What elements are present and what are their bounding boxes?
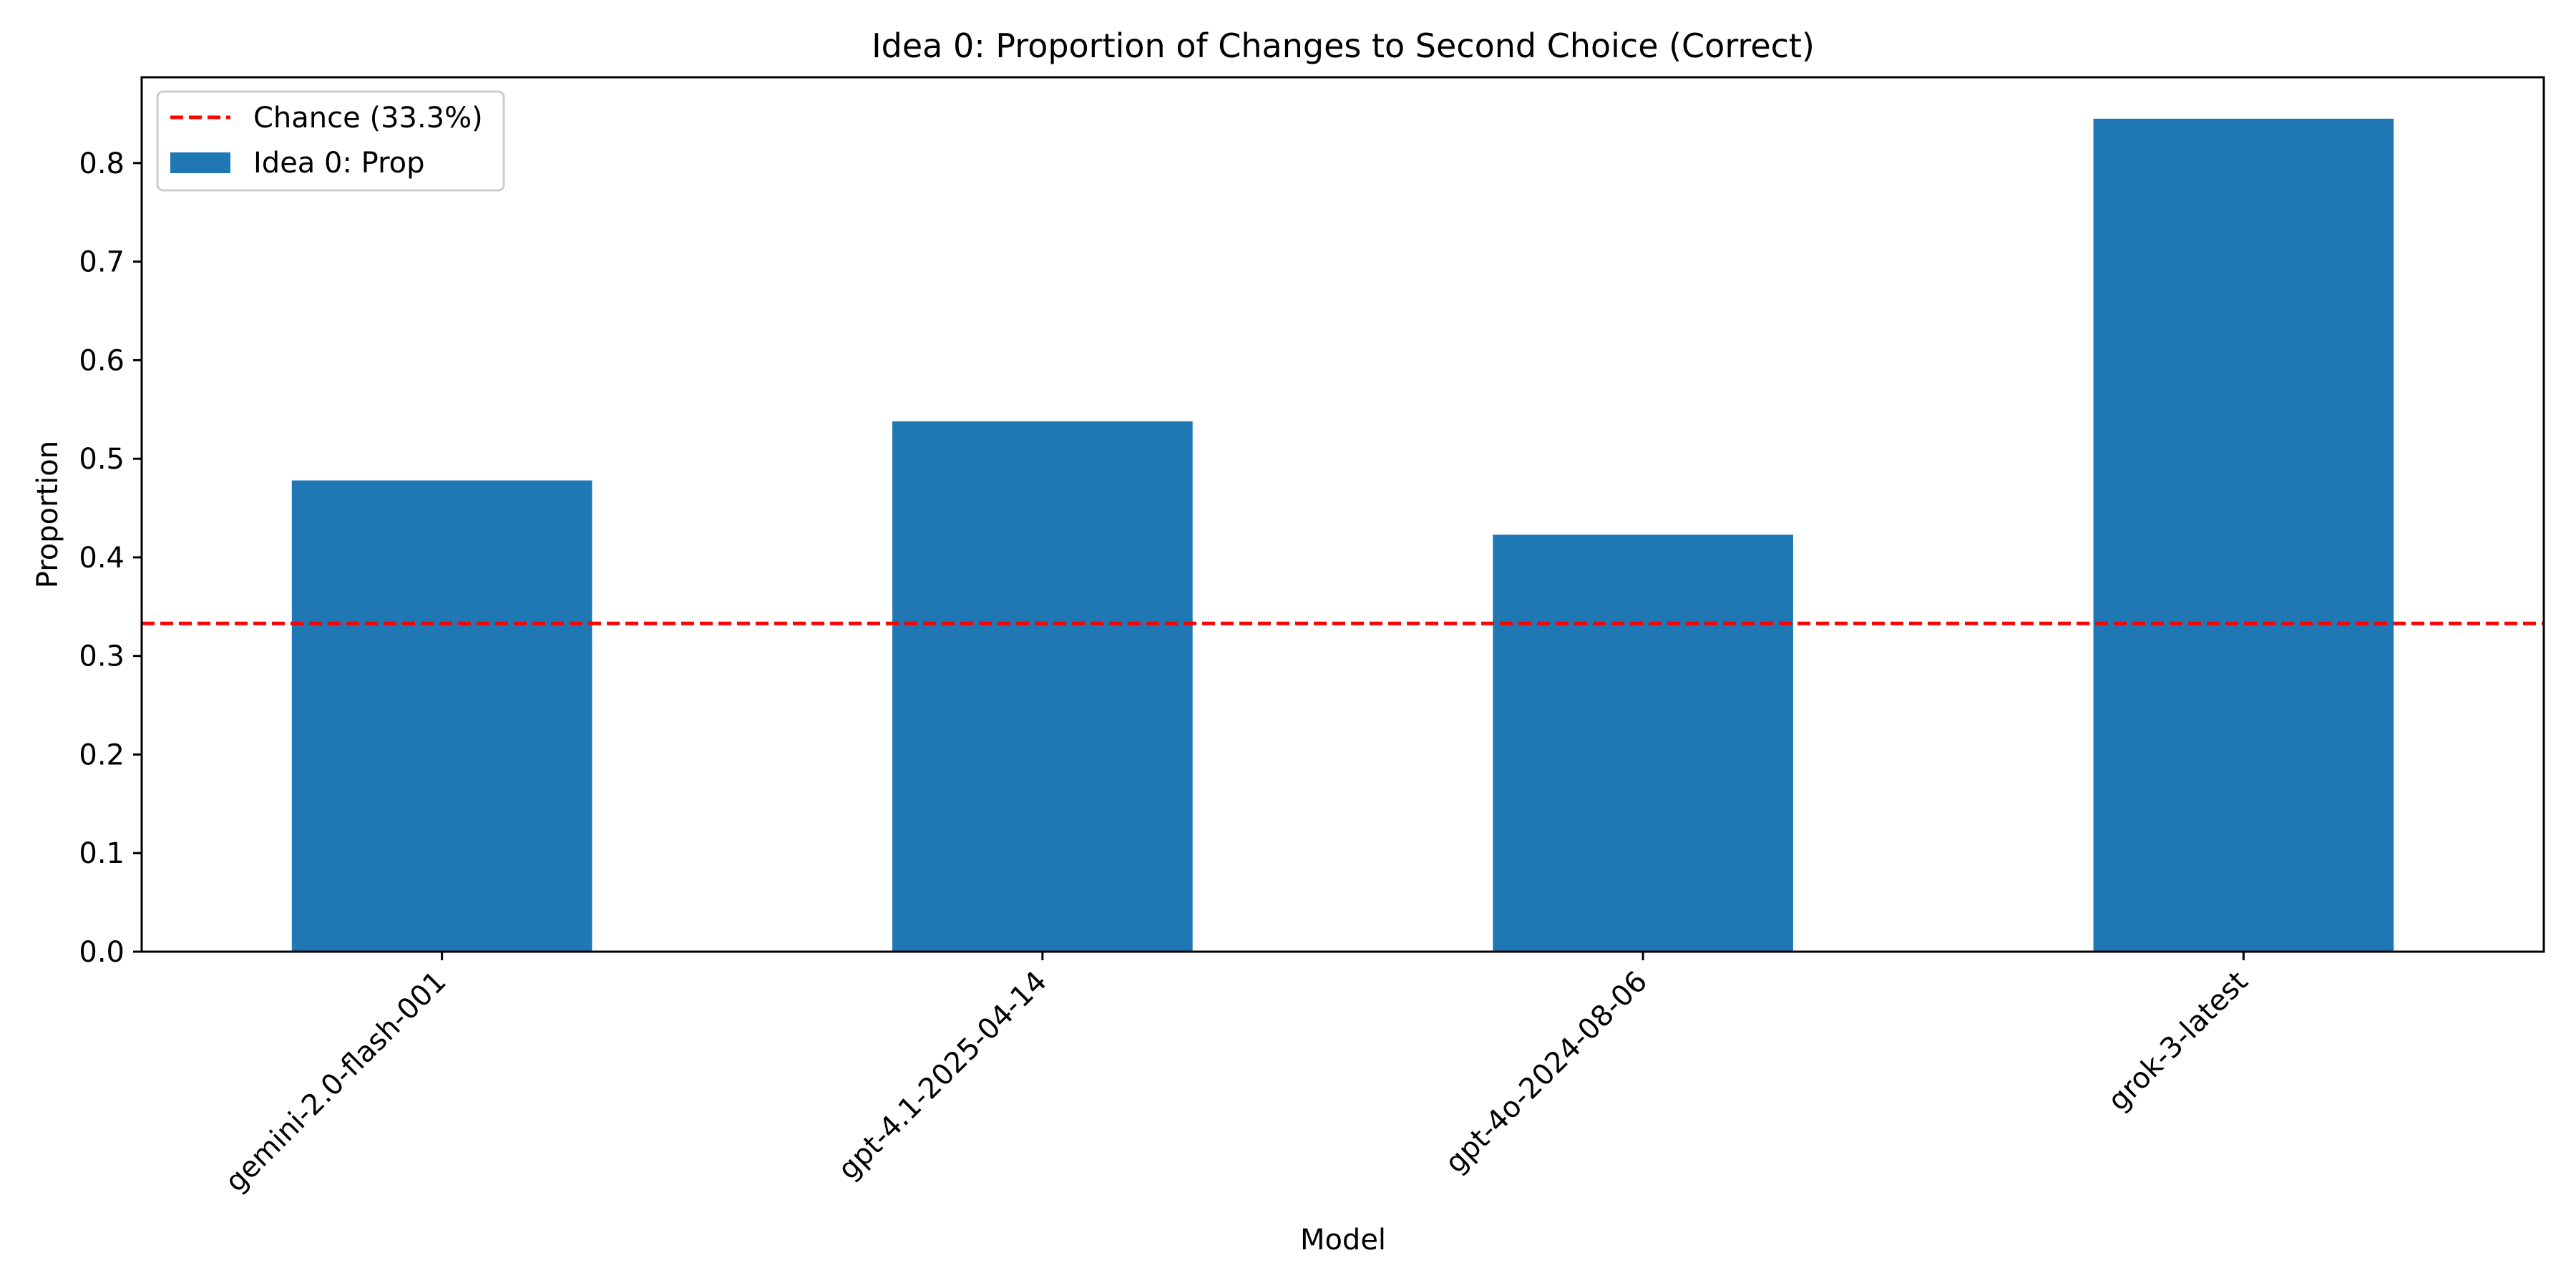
bar-gpt-4.1-2025-04-14 [892, 421, 1193, 952]
legend-frame [156, 90, 505, 192]
y-tick-label: 0.8 [79, 147, 125, 180]
bar-grok-3-latest [2093, 118, 2394, 952]
x-axis-label: Model [1300, 1224, 1386, 1257]
y-axis-label: Proportion [31, 441, 64, 588]
y-tick-label: 0.6 [79, 344, 125, 377]
bars [291, 118, 2394, 952]
legend-bar-swatch [170, 152, 230, 173]
legend: Chance (33.3%) Idea 0: Prop [156, 90, 505, 192]
y-tick-label: 0.5 [79, 443, 125, 476]
y-tick-label: 0.0 [79, 936, 125, 969]
y-tick-label: 0.1 [79, 837, 125, 870]
chart-title: Idea 0: Proportion of Changes to Second … [872, 26, 1815, 65]
axes-frame [140, 76, 2545, 953]
y-axis: 0.0 0.1 0.2 0.3 0.4 0.5 0.6 0.7 0.8 [79, 147, 142, 969]
y-tick-label: 0.2 [79, 738, 125, 771]
y-tick-label: 0.4 [79, 542, 125, 575]
plot-area [140, 76, 2545, 953]
y-tick-label: 0.7 [79, 246, 125, 279]
legend-bar-label: Idea 0: Prop [253, 147, 425, 180]
legend-chance-label: Chance (33.3%) [253, 102, 483, 135]
bar-gemini-2.0-flash-001 [291, 480, 592, 952]
bar-gpt-4o-2024-08-06 [1493, 535, 1793, 952]
y-tick-label: 0.3 [79, 640, 125, 673]
